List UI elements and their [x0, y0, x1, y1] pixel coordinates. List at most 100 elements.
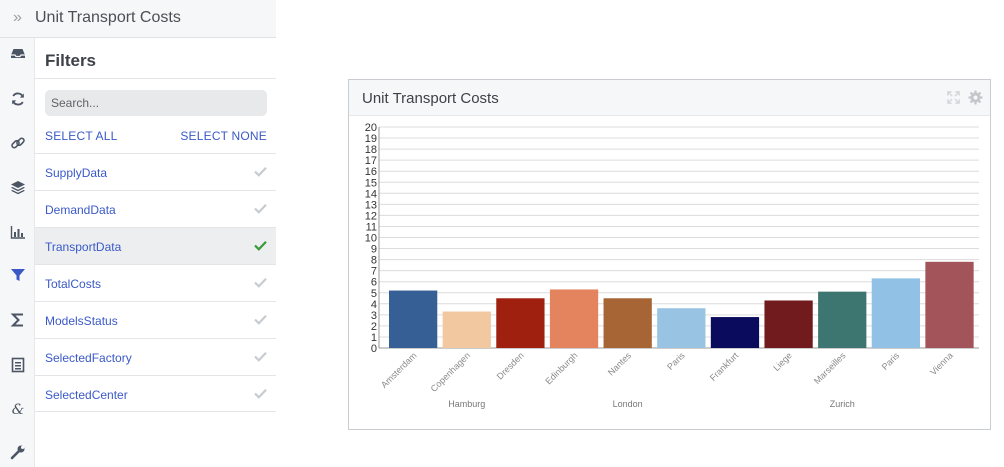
y-tick-label: 12	[365, 210, 377, 222]
filter-item-label: ModelsStatus	[45, 314, 118, 328]
rail-item-layers[interactable]	[0, 172, 35, 202]
rail-item-reports[interactable]	[0, 350, 35, 380]
filter-item-label: SupplyData	[45, 166, 108, 180]
filter-item-label: DemandData	[45, 203, 116, 217]
rail-item-links[interactable]	[0, 128, 35, 158]
y-tick-label: 5	[371, 288, 377, 300]
collapse-sidebar-button[interactable]: »	[0, 3, 35, 33]
rail-item-refresh[interactable]	[0, 84, 35, 114]
x-group-label: Hamburg	[448, 399, 485, 409]
filter-item[interactable]: TransportData	[35, 227, 276, 264]
document-icon	[11, 357, 24, 373]
rail-item-tools[interactable]	[0, 437, 35, 467]
link-icon	[10, 137, 25, 149]
x-category-label: Frankfurt	[708, 350, 741, 383]
y-tick-label: 1	[371, 332, 377, 344]
x-category-label: Nantes	[606, 350, 634, 378]
y-tick-label: 3	[371, 310, 377, 322]
select-all-button[interactable]: SELECT ALL	[45, 129, 118, 143]
divider	[35, 78, 276, 79]
filter-item-label: TotalCosts	[45, 277, 102, 291]
x-category-label: Paris	[665, 350, 687, 372]
y-tick-label: 19	[365, 133, 377, 145]
y-tick-label: 17	[365, 155, 377, 167]
rail-item-filters[interactable]	[0, 260, 35, 290]
rail-item-aggregations[interactable]	[0, 305, 35, 335]
check-icon	[254, 241, 267, 251]
filter-item-label: SelectedCenter	[45, 388, 128, 402]
x-category-label: Marseilles	[812, 350, 848, 386]
bar[interactable]	[925, 261, 974, 348]
ampersand-icon: &	[11, 402, 23, 417]
y-tick-label: 8	[371, 255, 377, 267]
bar[interactable]	[496, 298, 545, 348]
layers-icon	[10, 181, 25, 195]
filters-panel: Filters SELECT ALL SELECT NONE SupplyDat…	[35, 38, 276, 467]
svg-text:&: &	[11, 402, 23, 417]
expand-icon[interactable]	[947, 91, 960, 104]
x-axis-categories: Amsterdam Copenhagen Dresden Edinburgh Nante…	[379, 350, 955, 394]
bar[interactable]	[549, 289, 599, 348]
select-none-button[interactable]: SELECT NONE	[180, 129, 267, 143]
x-group-label: Zurich	[830, 399, 855, 409]
sidebar-header: » Unit Transport Costs	[0, 0, 276, 38]
x-category-label: Paris	[880, 350, 902, 372]
y-tick-label: 10	[365, 233, 377, 245]
bar[interactable]	[657, 308, 706, 348]
filter-item-label: SelectedFactory	[45, 351, 132, 365]
bar[interactable]	[818, 291, 867, 348]
filter-item[interactable]: DemandData	[35, 190, 276, 227]
wrench-icon	[10, 445, 24, 460]
sigma-icon	[10, 313, 23, 327]
y-tick-label: 16	[365, 166, 377, 178]
refresh-icon	[11, 92, 24, 106]
y-tick-label: 20	[365, 122, 377, 134]
chart-card-header: Unit Transport Costs	[349, 80, 990, 116]
rail-item-data[interactable]	[0, 38, 35, 68]
y-tick-label: 6	[371, 277, 377, 289]
rail-item-charts[interactable]	[0, 217, 35, 247]
bar[interactable]	[603, 298, 652, 348]
filter-item[interactable]: SelectedCenter	[35, 375, 276, 412]
check-icon	[254, 278, 267, 288]
bar[interactable]	[764, 300, 813, 348]
filter-icon	[10, 269, 25, 281]
filter-item[interactable]: ModelsStatus	[35, 301, 276, 338]
bar-chart-icon	[10, 226, 25, 239]
y-tick-label: 4	[371, 299, 377, 311]
x-category-label: Edinburgh	[543, 350, 579, 386]
rail-item-combine[interactable]: &	[0, 394, 35, 424]
x-category-label: Vienna	[928, 350, 955, 377]
filter-search-input[interactable]	[45, 90, 267, 116]
bar[interactable]	[442, 311, 491, 348]
filters-title: Filters	[45, 51, 97, 70]
filter-item[interactable]: TotalCosts	[35, 264, 276, 301]
y-tick-label: 7	[371, 266, 377, 278]
y-tick-label: 0	[371, 343, 377, 355]
x-category-label: Liege	[771, 350, 794, 373]
check-icon	[254, 389, 267, 399]
x-category-label: Dresden	[495, 350, 526, 381]
y-tick-label: 14	[365, 188, 377, 200]
y-tick-label: 15	[365, 177, 377, 189]
filter-item[interactable]: SupplyData	[35, 153, 276, 190]
bar[interactable]	[389, 290, 438, 348]
check-icon	[254, 315, 267, 325]
x-axis-groups: Hamburg London Zurich	[448, 399, 854, 409]
x-category-label: Amsterdam	[379, 350, 419, 390]
bar[interactable]	[871, 278, 920, 348]
y-tick-label: 11	[366, 221, 377, 233]
check-icon	[254, 352, 267, 362]
check-icon	[254, 204, 267, 214]
chart-bars	[389, 261, 974, 348]
check-icon	[254, 167, 267, 177]
y-tick-label: 2	[371, 321, 377, 333]
filter-item[interactable]: SelectedFactory	[35, 338, 276, 375]
chart-card: Unit Transport Costs 0 1 2 3 4 5 6 7 8 9 10 11 12 13 1…	[348, 79, 991, 430]
inbox-icon	[10, 49, 25, 58]
y-tick-label: 18	[365, 144, 377, 156]
gear-icon[interactable]	[968, 90, 983, 105]
double-chevron-right-icon: »	[13, 9, 22, 26]
bar[interactable]	[710, 317, 760, 348]
